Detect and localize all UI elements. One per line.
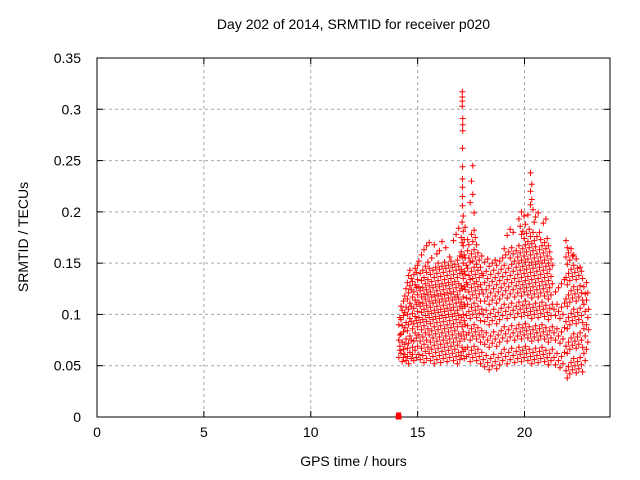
x-tick-label-10: 10 [303,424,319,440]
scatter-points [395,88,592,381]
chart-title: Day 202 of 2014, SRMTID for receiver p02… [216,16,491,32]
y-tick-label-0.35: 0.35 [54,50,81,66]
y-tick-label-0.15: 0.15 [54,255,81,271]
y-tick-label-0.1: 0.1 [62,306,82,322]
y-tick-label-0.25: 0.25 [54,153,81,169]
y-tick-label-0.2: 0.2 [62,204,82,220]
zero-value-point [396,412,402,418]
x-axis-label: GPS time / hours [300,453,407,469]
x-tick-label-5: 5 [200,424,208,440]
y-tick-label-0.05: 0.05 [54,358,81,374]
y-tick-label-0: 0 [73,409,81,425]
y-tick-label-0.3: 0.3 [62,101,82,117]
x-tick-label-0: 0 [93,424,101,440]
plot-frame [96,57,611,418]
x-tick-label-15: 15 [410,424,426,440]
x-tick-label-20: 20 [517,424,533,440]
